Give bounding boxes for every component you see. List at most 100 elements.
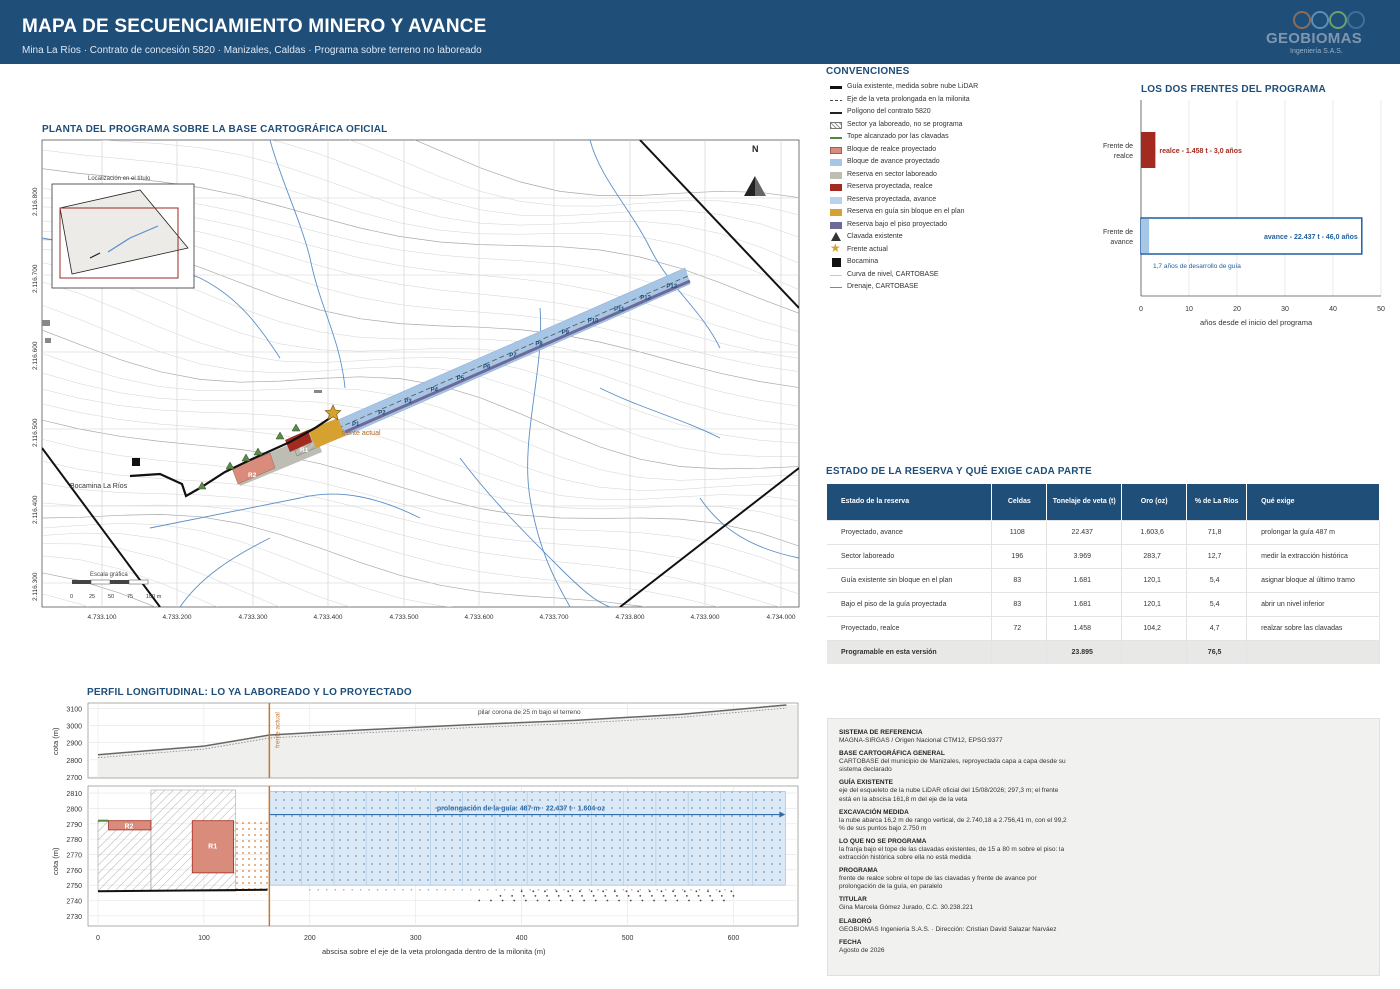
bajo-piso-dot (359, 888, 362, 891)
bajo-piso-dot (532, 890, 535, 893)
bajo-piso-dot (647, 888, 650, 891)
bajo-piso-dot (334, 888, 337, 891)
bajo-piso-dot (639, 888, 642, 891)
bajo-piso-dot (698, 888, 701, 891)
bajo-piso-dot (653, 899, 655, 902)
r2-label: R2 (124, 823, 133, 830)
table-title: ESTADO DE LA RESERVA Y QUÉ EXIGE CADA PA… (826, 466, 1092, 477)
table-cell: 4,7 (1186, 615, 1248, 640)
map-x-tick: 4.734.000 (767, 614, 796, 621)
profile-bottom-y-tick: 2760 (66, 868, 82, 875)
table-header-cell: Celdas (991, 484, 1048, 520)
bajo-piso-dot (529, 888, 531, 891)
table-cell: Bajo el piso de la guía proyectada (827, 591, 993, 616)
map-y-tick: 2.116.300 (32, 572, 39, 601)
map-panel: P1 P2 P3 P4 P5 P6 P7 P8 P9 P10 P11 P12 P13 R1 R2 fren… (32, 139, 800, 621)
table-cell: Guía existente sin bloque en el plan (827, 567, 993, 592)
legend-item-label: Sector ya laboreado, no se programa (847, 120, 963, 128)
scale-tick: 100 m (146, 594, 162, 600)
realce-bar-label: realce - 1.458 t - 3,0 años (1159, 148, 1242, 155)
bajo-piso-dot (730, 890, 733, 893)
info-body: Gina Marcela Gómez Jurado, C.C. 30.238.2… (839, 904, 974, 912)
bajo-piso-dot (627, 895, 630, 897)
bajo-piso-dot (453, 888, 455, 891)
bajo-piso-dot (524, 899, 527, 902)
bajo-piso-dot (563, 888, 565, 891)
bajo-piso-dot (715, 888, 718, 891)
table-cell (1121, 639, 1188, 664)
table-cell: Sector laboreado (827, 543, 993, 568)
info-block: TITULAR Gina Marcela Gómez Jurado, C.C. 3… (839, 896, 1368, 912)
legend-item-label: Guía existente, medida sobre nube LiDAR (847, 83, 979, 90)
table-cell: 120,1 (1121, 567, 1188, 592)
bajo-piso-dot (544, 890, 546, 893)
legend-item-label: Bloque de realce proyectado (847, 145, 937, 153)
bajo-piso-dot (594, 899, 597, 902)
block-label: P3 (404, 399, 412, 405)
block-label: P2 (378, 411, 386, 417)
table-header-cell: Tonelaje de veta (t) (1046, 484, 1123, 520)
profile-bottom-ylabel: cota (m) (51, 847, 60, 875)
bajo-piso-dot (555, 890, 558, 893)
bajo-piso-dot (590, 890, 593, 893)
info-block: GUÍA EXISTENTE eje del esqueleto de la nu… (839, 779, 1368, 803)
bajo-piso-dot (672, 890, 674, 893)
bajo-piso-dot (648, 890, 651, 893)
logo-tagline: Ingeniería S.A.S. (1290, 48, 1343, 55)
profile-top-y-tick: 3000 (66, 724, 82, 731)
contour-line (42, 329, 799, 470)
info-heading: TITULAR (839, 896, 867, 904)
bajo-piso-dot (520, 890, 523, 893)
profile-x-tick: 600 (728, 935, 740, 942)
bajo-piso-dot (309, 888, 311, 891)
contour-line (42, 555, 219, 607)
bajo-piso-dot (581, 895, 583, 897)
info-body: eje del esqueleto de la nube LiDAR ofici… (839, 787, 1059, 803)
legend-item-label: Reserva en guía sin bloque en el plan (847, 208, 965, 215)
bajo-piso-dot (630, 888, 633, 891)
reserve-table: Estado de la reserva Celdas Tonelaje de ve… (827, 484, 1380, 664)
fronts-chart: 0 10 20 30 40 50 Frente de realce Frente de avan… (1103, 100, 1385, 327)
scale-label: Escala gráfica (90, 572, 128, 578)
table-cell: asignar bloque al último tramo (1246, 567, 1380, 592)
legend-panel: Guía existente, medida sobre nube LiDAR E… (830, 82, 1090, 297)
bajo-piso-dot (419, 888, 421, 891)
info-block: BASE CARTOGRÁFICA GENERAL CARTOBASE del m… (839, 750, 1368, 774)
info-block: EXCAVACIÓN MEDIDA la nube abarca 16,2 m d… (839, 809, 1368, 833)
map-y-tick: 2.116.700 (32, 264, 39, 293)
bajo-piso-dot (368, 888, 370, 891)
bajo-piso-dot (546, 895, 548, 897)
bajo-piso-dot (548, 899, 551, 902)
contour-line (42, 419, 799, 547)
bajo-piso-dot (571, 888, 574, 891)
map-x-tick: 4.733.900 (691, 614, 720, 621)
table-cell: 5,4 (1186, 591, 1248, 616)
table-cell: 23.895 (1046, 639, 1123, 664)
info-block: FECHA Agosto de 2026 (839, 939, 1368, 955)
frente-label-top: frente actual (274, 712, 281, 748)
bajo-piso-dot (639, 895, 642, 897)
table-header-cell: % de La Ríos (1186, 484, 1248, 520)
table-cell: Programable en esta versión (827, 639, 993, 664)
bajo-piso-dot (436, 888, 438, 891)
crown-pillar-line (97, 707, 787, 759)
legend-item-label: Eje de la veta prolongada en la milonita (847, 95, 970, 103)
bajo-piso-dot (662, 895, 665, 897)
contour-line (42, 483, 780, 607)
clavada-markers (197, 423, 301, 490)
contour-line (42, 403, 799, 522)
bajo-piso-dot (651, 895, 653, 897)
table-row: Sector laboreado 196 3.969 283,7 12,7 medir l… (827, 543, 1380, 568)
existing-guide (129, 409, 335, 498)
scale-tick: 0 (70, 594, 73, 600)
table-cell: 72 (991, 615, 1048, 640)
bajo-piso-dot (676, 899, 679, 902)
table-cell: 1.681 (1046, 567, 1123, 592)
block-label: P8 (535, 342, 543, 348)
info-block: LO QUE NO SE PROGRAMA la franja bajo el t… (839, 838, 1368, 862)
info-heading: ELABORÓ (839, 917, 872, 925)
legend-item-label: Reserva proyectada, realce (847, 183, 933, 190)
bajo-piso-dot (685, 895, 688, 897)
scale-tick: 75 (127, 594, 133, 600)
bajo-piso-dot (732, 895, 735, 897)
